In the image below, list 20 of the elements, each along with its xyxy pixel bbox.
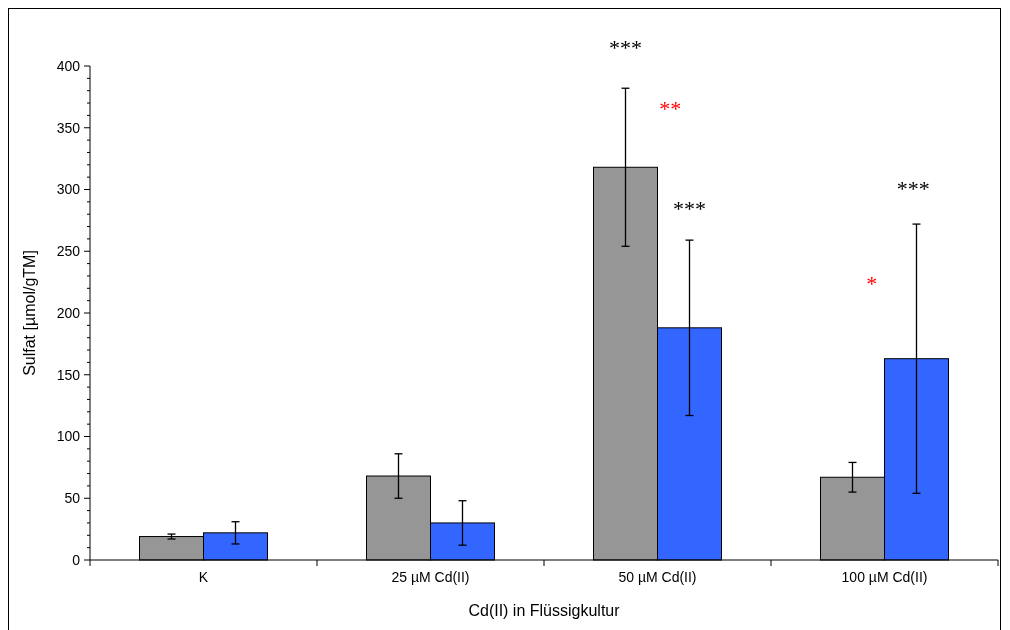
y-axis-title: Sulfat [µmol/gTM] (21, 250, 38, 376)
annotation: * (866, 271, 878, 297)
y-tick-label: 0 (72, 551, 81, 568)
text: *** (609, 35, 642, 61)
y-tick-label: 100 (56, 428, 81, 445)
x-tick-label: K (198, 569, 209, 585)
x-tick-label: 50 µM Cd(II) (618, 569, 697, 585)
annotation: *** (673, 196, 706, 222)
y-tick-label: 150 (56, 366, 81, 383)
x-tick-label: 100 µM Cd(II) (841, 569, 928, 585)
y-tick-label: 400 (56, 57, 81, 74)
annotation: ** (659, 96, 682, 122)
x-axis-title: Cd(II) in Flüssigkultur (468, 602, 621, 619)
y-tick-label: 350 (56, 119, 81, 136)
x-tick-label: 25 µM Cd(II) (391, 569, 470, 585)
y-tick-label: 50 (64, 490, 81, 507)
y-tick-label: 200 (56, 304, 81, 321)
annotation: *** (896, 176, 930, 202)
y-tick-label: 250 (56, 243, 81, 260)
y-tick-label: 300 (56, 181, 81, 198)
